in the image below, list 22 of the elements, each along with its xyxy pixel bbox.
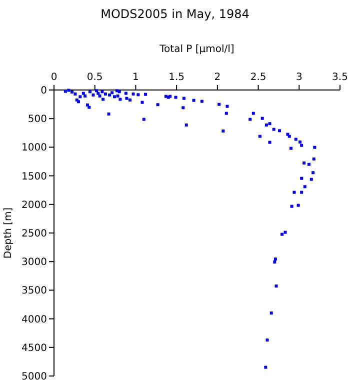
- y-tick-label: 5000: [22, 372, 47, 382]
- y-axis-title: Depth [m]: [3, 207, 14, 259]
- y-tick-label: 1000: [22, 142, 47, 154]
- x-tick-label: 0.5: [86, 72, 103, 83]
- x-tick-label: 3.5: [332, 72, 348, 83]
- y-tick-label: 0: [40, 86, 47, 96]
- x-tick-label: 3: [296, 72, 302, 83]
- x-tick-label: 1.5: [168, 72, 185, 83]
- y-tick-label: 3000: [22, 257, 47, 268]
- y-tick-label: 2000: [22, 200, 47, 211]
- y-tick-label: 500: [28, 114, 47, 126]
- y-tick-label: 4500: [22, 342, 47, 354]
- x-tick-label: 2: [214, 72, 221, 83]
- chart-title: MODS2005 in May, 1984: [100, 7, 250, 21]
- y-tick-label: 2500: [22, 228, 47, 240]
- y-tick-label: 1500: [22, 171, 47, 182]
- y-tick-label: 3500: [22, 286, 47, 297]
- y-tick-label: 4000: [22, 314, 47, 326]
- x-axis-title: Total P [µmol/l]: [158, 44, 234, 55]
- x-tick-label: 2.5: [250, 72, 266, 83]
- x-tick-label: 1: [132, 72, 139, 83]
- x-tick-label: 0: [50, 72, 58, 83]
